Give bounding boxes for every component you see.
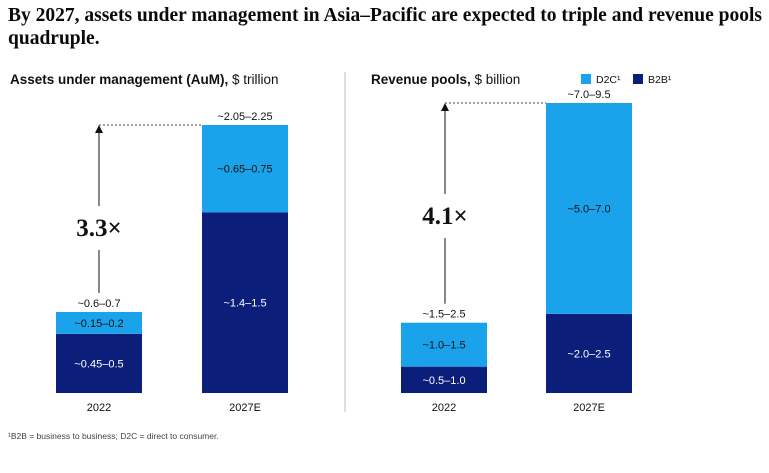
revenue-bar-label-b2b-2022: ~0.5–1.0 — [422, 375, 465, 387]
aum-chart-title: Assets under management (AuM), $ trillio… — [10, 72, 279, 87]
headline: By 2027, assets under management in Asia… — [8, 5, 762, 49]
revenue-bar-label-d2c-2027e: ~5.0–7.0 — [567, 203, 610, 215]
legend-label-b2b: B2B¹ — [648, 74, 672, 86]
aum-bar-label-d2c-2027e: ~0.65–0.75 — [217, 164, 272, 176]
legend-swatch-b2b — [633, 74, 643, 84]
legend-swatch-d2c — [581, 74, 591, 84]
revenue-category-label-2022: 2022 — [432, 402, 456, 414]
footnote: ¹B2B = business to business; D2C = direc… — [8, 431, 219, 441]
aum-total-label-2022: ~0.6–0.7 — [77, 298, 120, 310]
aum-bar-b2b-2027e — [202, 212, 288, 393]
aum-total-label-2027e: ~2.05–2.25 — [217, 111, 272, 123]
aum-bar-label-b2b-2022: ~0.45–0.5 — [74, 358, 123, 370]
revenue-category-label-2027e: 2027E — [573, 402, 605, 414]
revenue-bar-d2c-2022 — [401, 322, 487, 367]
revenue-bar-b2b-2022 — [401, 366, 487, 393]
aum-bar-label-d2c-2022: ~0.15–0.2 — [74, 318, 123, 330]
revenue-bar-label-b2b-2027e: ~2.0–2.5 — [567, 348, 610, 360]
aum-multiplier: 3.3× — [76, 215, 122, 242]
aum-bar-d2c-2027e — [202, 125, 288, 213]
revenue-chart: ~0.5–1.0 ~1.0–1.5 ~1.5–2.5 2022 ~2.0–2.5 ~5.0… — [401, 89, 632, 414]
legend-label-d2c: D2C¹ — [596, 74, 621, 86]
revenue-arrow-head — [441, 103, 449, 111]
aum-bar-label-b2b-2027e: ~1.4–1.5 — [223, 298, 266, 310]
aum-bar-d2c-2022 — [56, 311, 142, 334]
aum-bar-b2b-2022 — [56, 333, 142, 393]
revenue-multiplier: 4.1× — [422, 203, 468, 230]
aum-arrow-head — [95, 125, 103, 133]
revenue-bar-label-d2c-2022: ~1.0–1.5 — [422, 340, 465, 352]
revenue-total-label-2027e: ~7.0–9.5 — [567, 89, 610, 101]
revenue-total-label-2022: ~1.5–2.5 — [422, 309, 465, 321]
revenue-bar-d2c-2027e — [546, 103, 632, 314]
aum-category-label-2022: 2022 — [87, 402, 111, 414]
revenue-bar-b2b-2027e — [546, 313, 632, 393]
revenue-chart-title: Revenue pools, $ billion — [371, 72, 520, 87]
aum-category-label-2027e: 2027E — [229, 402, 261, 414]
aum-chart: ~0.45–0.5 ~0.15–0.2 ~0.6–0.7 2022 ~1.4–1.5 ~0… — [56, 111, 288, 414]
